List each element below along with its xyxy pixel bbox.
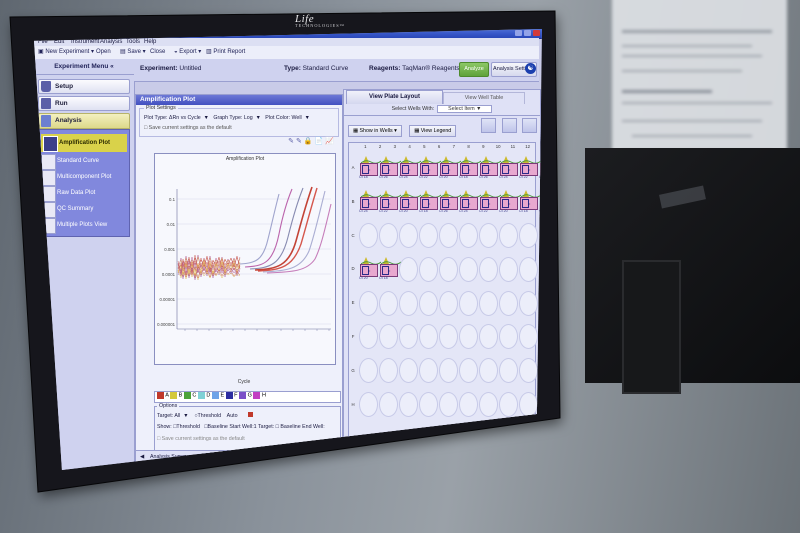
svg-text:0.01: 0.01 [167, 222, 176, 227]
svg-text:0.001: 0.001 [164, 247, 175, 252]
svg-text:0.1: 0.1 [169, 197, 176, 202]
svg-text:0.0001: 0.0001 [162, 272, 176, 277]
svg-text:0.00001: 0.00001 [159, 297, 175, 302]
svg-text:0.000001: 0.000001 [157, 322, 176, 327]
